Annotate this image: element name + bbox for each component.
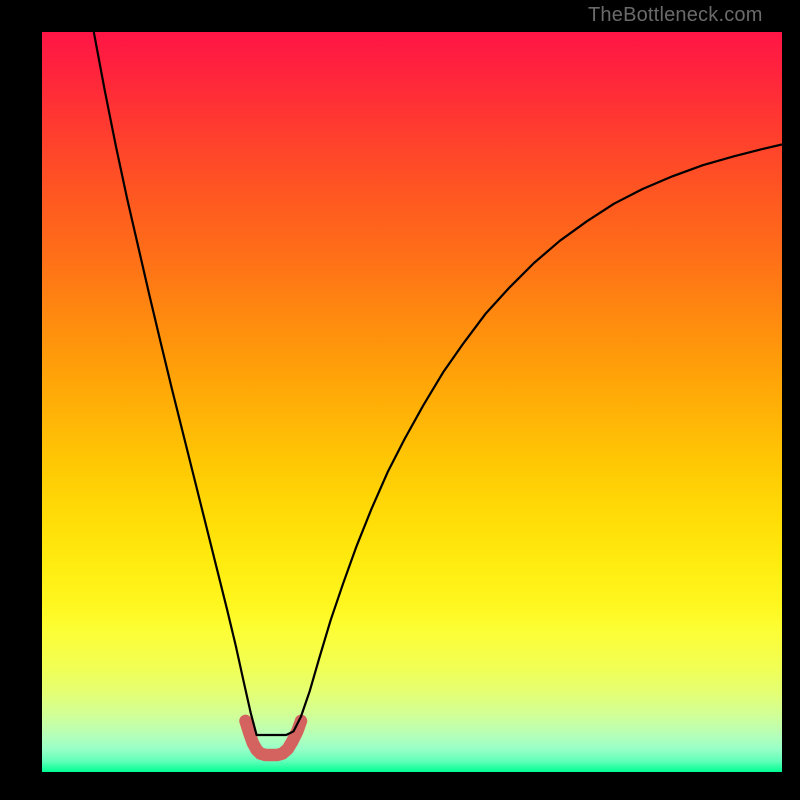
watermark-text: TheBottleneck.com	[588, 4, 763, 27]
plot-area	[42, 32, 782, 772]
chart-svg	[42, 32, 782, 772]
gradient-background	[42, 32, 782, 772]
